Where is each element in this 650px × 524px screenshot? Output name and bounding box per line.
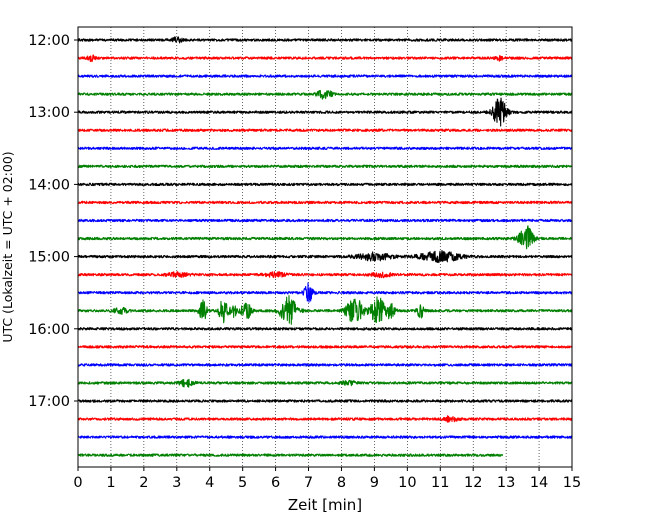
traces xyxy=(77,36,573,457)
trace-1345 xyxy=(77,164,573,169)
x-tick-label: 1 xyxy=(106,475,115,491)
trace-1515 xyxy=(77,271,573,279)
trace-1715 xyxy=(77,415,573,423)
y-tick-label: 17:00 xyxy=(28,394,70,410)
x-tick-label: 12 xyxy=(464,475,482,491)
y-axis-ticks: 12:00 13:00 14:00 15:00 16:00 17:00 xyxy=(28,33,78,410)
trace-1700 xyxy=(77,399,573,403)
x-tick-label: 4 xyxy=(205,475,214,491)
x-axis-ticks: 0 1 2 3 4 5 6 7 8 9 10 11 12 13 14 15 xyxy=(73,467,581,491)
x-tick-label: 2 xyxy=(139,475,148,491)
y-tick-label: 12:00 xyxy=(28,33,70,49)
trace-1415 xyxy=(77,200,573,205)
y-tick-label: 14:00 xyxy=(28,177,70,193)
x-tick-label: 6 xyxy=(271,475,280,491)
trace-1400 xyxy=(77,182,573,187)
x-tick-label: 8 xyxy=(337,475,346,491)
x-tick-label: 15 xyxy=(563,475,581,491)
trace-1300 xyxy=(77,97,573,127)
x-tick-label: 5 xyxy=(238,475,247,491)
trace-1545 xyxy=(77,295,573,325)
x-tick-label: 9 xyxy=(370,475,379,491)
trace-1745 xyxy=(77,453,504,457)
trace-1330 xyxy=(77,146,573,151)
y-axis-label: UTC (Lokalzeit = UTC + 02:00) xyxy=(0,151,15,342)
trace-1215 xyxy=(77,54,573,63)
grid-lines xyxy=(110,27,540,467)
x-axis-label: Zeit [min] xyxy=(288,496,362,514)
trace-1600 xyxy=(77,327,573,331)
trace-1245 xyxy=(77,89,573,100)
x-tick-label: 11 xyxy=(431,475,449,491)
trace-1500 xyxy=(77,249,573,263)
x-tick-label: 0 xyxy=(73,475,82,491)
trace-1230 xyxy=(77,74,573,78)
trace-1200 xyxy=(77,36,573,44)
x-tick-label: 10 xyxy=(398,475,416,491)
trace-1730 xyxy=(77,435,573,439)
trace-1615 xyxy=(77,345,573,349)
y-tick-label: 16:00 xyxy=(28,322,70,338)
x-tick-label: 7 xyxy=(304,475,313,491)
trace-1430 xyxy=(77,218,573,223)
x-tick-label: 13 xyxy=(497,475,515,491)
x-tick-label: 3 xyxy=(172,475,181,491)
trace-1645 xyxy=(77,378,573,388)
x-tick-label: 14 xyxy=(530,475,548,491)
y-tick-label: 15:00 xyxy=(28,250,70,266)
trace-1315 xyxy=(77,128,573,132)
y-tick-label: 13:00 xyxy=(28,105,70,121)
trace-1530 xyxy=(77,282,573,303)
trace-1630 xyxy=(77,363,573,367)
plot-frame xyxy=(77,26,573,468)
trace-1445 xyxy=(77,225,573,250)
